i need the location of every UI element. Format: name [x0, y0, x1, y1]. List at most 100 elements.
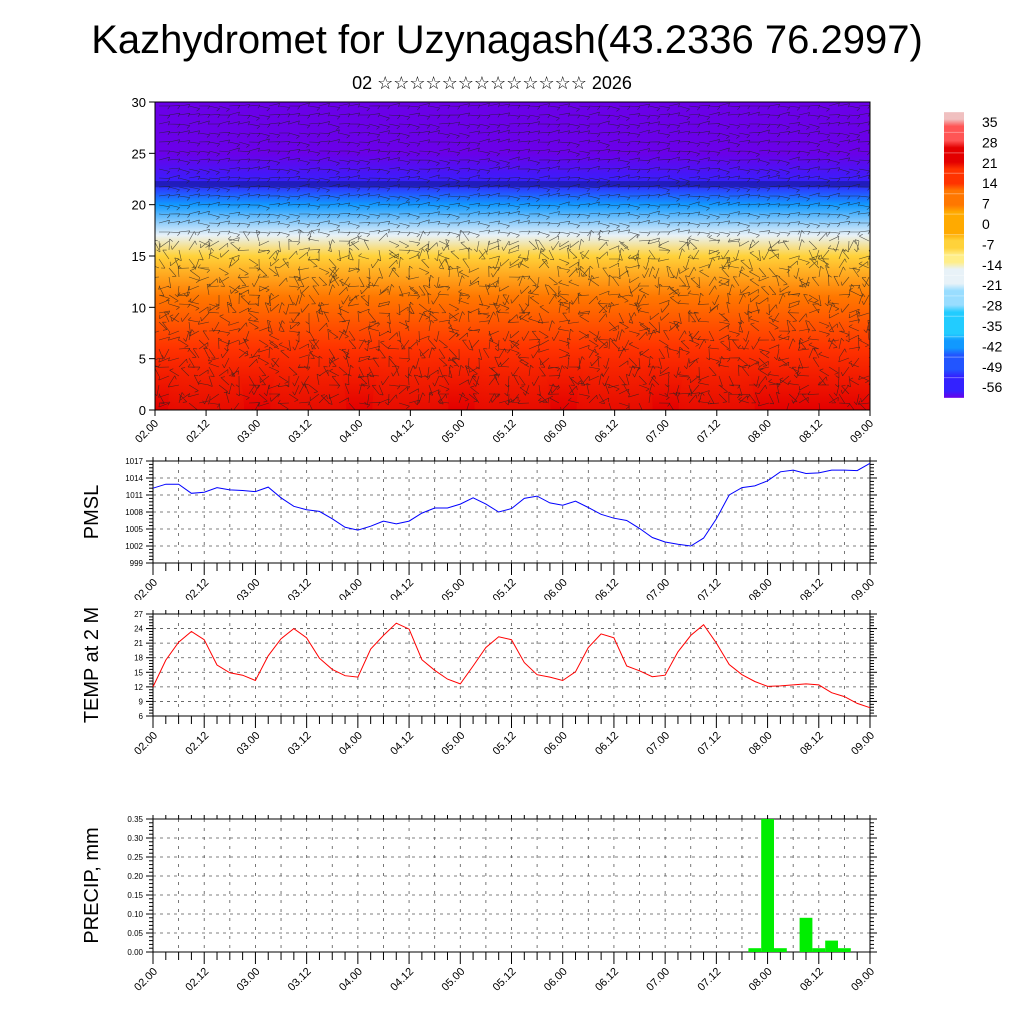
x-tick-label: 06.12: [593, 418, 621, 446]
y-tick-label: 0.00: [127, 948, 143, 957]
x-tick-label: 07.12: [695, 418, 723, 446]
chart-title: Kazhydromet for Uzynagash(43.2336 76.299…: [91, 18, 923, 62]
y-tick-label: 999: [130, 559, 144, 568]
panel: 0.00 0.05 0.10 0.15 0.20 0.25 0.30 0.35 02.00 02.…: [81, 815, 877, 994]
precip-bar: [812, 948, 826, 952]
colorbar-label: -28: [982, 298, 1002, 314]
colorbar-label: -56: [982, 379, 1002, 395]
colorbar-label: -35: [982, 318, 1002, 334]
x-tick-label: 03.00: [235, 577, 263, 600]
colorbar-label: 7: [982, 196, 990, 212]
pmsl-series-line: [152, 462, 871, 547]
y-tick-label: 20: [132, 198, 146, 213]
x-tick-label: 05.00: [439, 577, 467, 600]
x-tick-label: 05.12: [491, 418, 519, 446]
colorbar-label: 28: [982, 134, 998, 150]
x-tick-label: 04.00: [337, 418, 365, 446]
warm-core: [270, 340, 347, 410]
x-tick-label: 08.12: [798, 730, 826, 754]
x-tick-label: 09.00: [849, 730, 877, 754]
x-tick-label: 03.12: [286, 418, 314, 446]
y-tick-label: 18: [134, 654, 143, 663]
warm-core: [576, 340, 653, 410]
x-tick-label: 08.00: [746, 418, 774, 446]
x-tick-label: 02.00: [132, 730, 160, 754]
y-tick-label: 15: [132, 249, 146, 264]
x-tick-label: 03.00: [235, 418, 263, 446]
x-tick-label: 06.00: [542, 966, 570, 994]
colorbar-label: -42: [982, 338, 1002, 354]
x-tick-label: 06.00: [542, 418, 570, 446]
colorbar-label: -14: [982, 257, 1002, 273]
x-tick-label: 02.00: [133, 418, 161, 446]
x-tick-label: 08.00: [747, 730, 775, 754]
x-tick-label: 02.00: [132, 577, 160, 600]
panel-frame: [152, 613, 871, 717]
precip-bar: [825, 940, 838, 952]
y-tick-label: 25: [132, 146, 146, 161]
colorbar: 35 28 21 14 7 0 -7 -14 -21 -28 -35 -42 -49 -56: [944, 111, 1002, 399]
x-tick-label: 05.00: [439, 730, 467, 754]
precip-chart: 0.00 0.05 0.10 0.15 0.20 0.25 0.30 0.35 02.00 02.…: [81, 815, 877, 994]
x-tick-label: 06.12: [593, 730, 621, 754]
precip-bar: [799, 917, 813, 952]
x-tick-label: 05.12: [491, 966, 519, 994]
x-tick-label: 07.00: [644, 577, 672, 600]
x-tick-label: 07.12: [696, 966, 724, 994]
y-tick-label: 1005: [125, 525, 143, 534]
colorbar-label: 35: [982, 114, 998, 130]
precip-bar: [774, 948, 787, 952]
panel: 6 9 12 15 18 21 24 27 02.00 02.12 03.00 03.12 04.00 0…: [81, 607, 877, 754]
precip-bar: [761, 819, 774, 952]
x-tick-label: 06.00: [542, 730, 570, 754]
colorbar-gradient: [944, 112, 964, 398]
y-tick-label: 0.05: [127, 929, 143, 938]
y-tick-label: 1014: [125, 474, 143, 483]
y-tick-label: 0.10: [127, 910, 143, 919]
x-tick-label: 03.00: [235, 966, 263, 994]
y-tick-label: 1017: [125, 457, 143, 466]
x-tick-label: 08.12: [798, 966, 826, 994]
x-tick-label: 06.12: [593, 577, 621, 600]
temp-series-line: [152, 622, 871, 709]
x-tick-label: 07.00: [644, 966, 672, 994]
y-tick-label: 5: [139, 352, 146, 367]
colorbar-label: 14: [982, 175, 998, 191]
x-tick-label: 09.00: [848, 418, 876, 446]
x-tick-label: 03.12: [286, 577, 314, 600]
panel: 999 1002 1005 1008 1011 1014 1017 02.00 02.12 03.…: [81, 457, 877, 600]
y-tick-label: 10: [132, 300, 146, 315]
x-tick-label: 04.00: [337, 577, 365, 600]
x-tick-label: 05.12: [491, 730, 519, 754]
x-tick-label: 05.12: [491, 577, 519, 600]
y-axis-title: PMSL: [81, 485, 103, 539]
x-tick-label: 04.00: [337, 966, 365, 994]
x-tick-label: 02.12: [183, 730, 211, 754]
x-tick-label: 02.12: [183, 577, 211, 600]
temp-chart: 6 9 12 15 18 21 24 27 02.00 02.12 03.00 03.12 04.00 0…: [81, 607, 877, 754]
x-tick-label: 04.12: [388, 730, 416, 754]
y-tick-label: 30: [132, 95, 146, 110]
precip-bar: [838, 948, 851, 952]
y-tick-label: 0: [139, 403, 146, 418]
y-tick-label: 12: [134, 683, 143, 692]
x-tick-label: 03.12: [286, 730, 314, 754]
y-tick-label: 0.25: [127, 853, 143, 862]
y-axis-title: PRECIP, mm: [81, 827, 103, 943]
x-tick-label: 07.12: [696, 577, 724, 600]
colorbar-label: 0: [982, 216, 990, 232]
colorbar-label: -21: [982, 277, 1002, 293]
y-tick-label: 6: [139, 712, 144, 721]
x-tick-label: 03.00: [235, 730, 263, 754]
x-tick-label: 06.00: [542, 577, 570, 600]
x-tick-label: 09.00: [849, 577, 877, 600]
x-tick-label: 05.00: [440, 418, 468, 446]
x-tick-label: 08.12: [798, 577, 826, 600]
y-tick-label: 0.35: [127, 815, 143, 824]
y-tick-label: 0.20: [127, 872, 143, 881]
y-tick-label: 1008: [125, 508, 143, 517]
y-tick-label: 0.30: [127, 834, 143, 843]
x-tick-label: 07.12: [696, 730, 724, 754]
x-tick-label: 09.00: [849, 966, 877, 994]
colorbar-label: -49: [982, 359, 1002, 375]
